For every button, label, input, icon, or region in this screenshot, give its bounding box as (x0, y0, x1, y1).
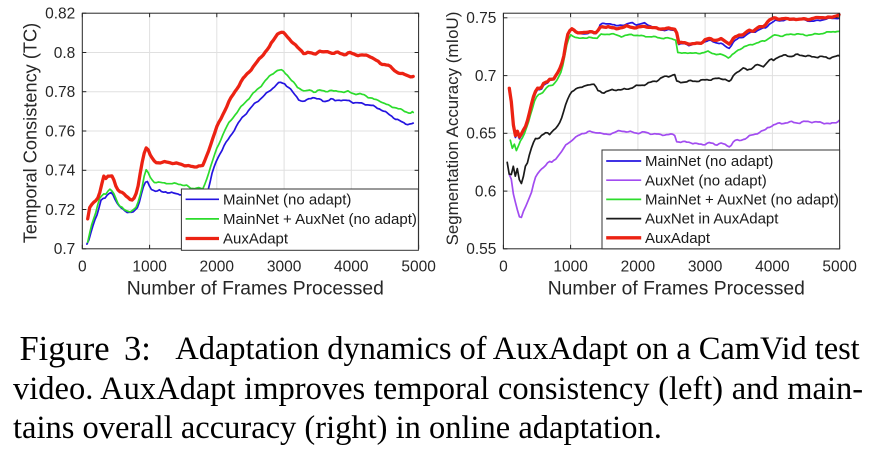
svg-text:4000: 4000 (334, 259, 369, 276)
svg-text:5000: 5000 (401, 259, 436, 276)
svg-text:4000: 4000 (755, 259, 790, 276)
svg-text:0.74: 0.74 (45, 163, 76, 180)
svg-text:0.6: 0.6 (475, 183, 497, 200)
svg-text:MainNet (no adapt): MainNet (no adapt) (645, 153, 773, 170)
svg-text:MainNet (no adapt): MainNet (no adapt) (223, 191, 351, 208)
svg-text:MainNet + AuxNet (no adapt): MainNet + AuxNet (no adapt) (645, 192, 839, 209)
svg-text:AuxNet in AuxAdapt: AuxNet in AuxAdapt (645, 211, 779, 228)
svg-text:Number of Frames Processed: Number of Frames Processed (548, 279, 805, 300)
svg-text:Segmentation Accuracy (mIoU): Segmentation Accuracy (mIoU) (443, 12, 462, 246)
svg-text:0: 0 (499, 259, 508, 276)
svg-text:0.8: 0.8 (54, 45, 76, 62)
svg-text:0.7: 0.7 (475, 68, 497, 85)
svg-text:0.55: 0.55 (466, 241, 496, 258)
svg-text:3000: 3000 (688, 259, 723, 276)
svg-text:5000: 5000 (822, 259, 857, 276)
svg-text:2000: 2000 (200, 259, 235, 276)
svg-text:0.7: 0.7 (54, 241, 76, 258)
svg-text:0.75: 0.75 (466, 10, 496, 27)
svg-text:2000: 2000 (621, 259, 656, 276)
svg-text:AuxNet (no adapt): AuxNet (no adapt) (645, 172, 767, 189)
svg-text:1000: 1000 (553, 259, 588, 276)
svg-text:0.82: 0.82 (45, 6, 75, 23)
svg-text:AuxAdapt: AuxAdapt (645, 230, 711, 247)
svg-text:1000: 1000 (132, 259, 167, 276)
svg-text:MainNet + AuxNet (no adapt): MainNet + AuxNet (no adapt) (223, 211, 417, 228)
svg-text:0.65: 0.65 (466, 126, 496, 143)
svg-text:3000: 3000 (267, 259, 302, 276)
svg-text:0: 0 (78, 259, 87, 276)
svg-text:AuxAdapt: AuxAdapt (223, 231, 289, 248)
svg-text:Temporal Consistency (TC): Temporal Consistency (TC) (21, 23, 41, 243)
svg-text:0.76: 0.76 (45, 123, 75, 140)
svg-text:Number of Frames Processed: Number of Frames Processed (127, 279, 384, 300)
svg-text:0.72: 0.72 (45, 202, 75, 219)
svg-text:0.78: 0.78 (45, 84, 75, 101)
